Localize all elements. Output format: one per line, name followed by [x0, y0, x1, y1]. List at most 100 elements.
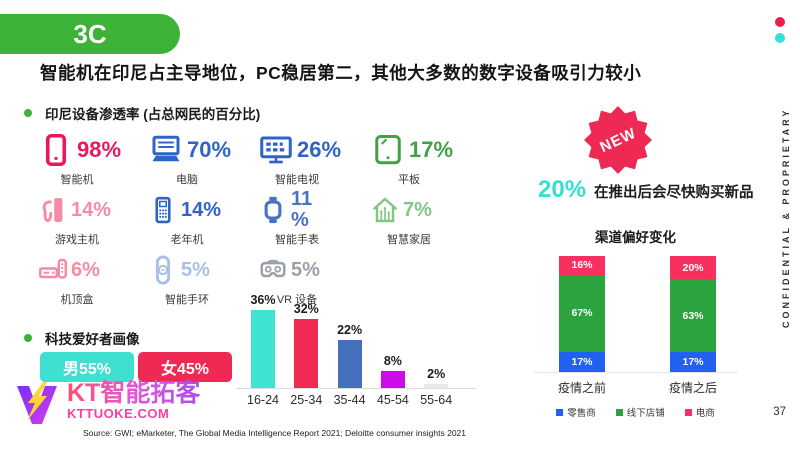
- device-value: 14%: [71, 199, 112, 221]
- age-bar: [380, 370, 405, 388]
- segment-value-label: 63%: [682, 309, 704, 322]
- smartwatch-icon: [258, 195, 288, 225]
- device-stat-row: 98%: [38, 130, 148, 170]
- device-stat-item: 5% VR 设备: [258, 250, 370, 310]
- device-stat-item: 26% 智能电视: [258, 130, 370, 190]
- device-value: 7%: [403, 199, 432, 221]
- device-stat-item: 6% 机顶盒: [38, 250, 148, 310]
- laptop-icon: [148, 132, 184, 168]
- bullet-icon: [24, 334, 32, 342]
- male-share-pill: 男55%: [40, 352, 134, 382]
- tech-profile-section-header: 科技爱好者画像: [24, 328, 140, 348]
- source-citation: Source: GWI; eMarketer, The Global Media…: [83, 428, 467, 438]
- deco-dots: [775, 17, 785, 43]
- legend-swatch-icon: [684, 408, 692, 416]
- device-value: 5%: [181, 259, 210, 281]
- device-label: VR 设备: [276, 294, 318, 306]
- channel-bar-segment: 16%: [559, 256, 605, 275]
- penetration-section-title: 印尼设备渗透率 (占总网民的百分比): [45, 107, 261, 122]
- age-bar-category-label: 35-44: [333, 393, 366, 407]
- channel-bar-segment: 67%: [559, 274, 605, 353]
- starburst-icon: [584, 106, 652, 174]
- age-bar-category-label: 25-34: [290, 393, 323, 407]
- segment-value-label: 17%: [571, 356, 593, 369]
- device-stat-item: 70% 电脑: [148, 130, 258, 190]
- device-label: 智能手环: [165, 294, 209, 306]
- device-label: 机顶盒: [60, 294, 94, 306]
- channel-bar-segment: 17%: [670, 352, 716, 372]
- deco-dot-cyan-icon: [775, 33, 785, 43]
- stat-description: 在推出后会尽快购买新品: [594, 185, 754, 201]
- channel-chart-legend: 零售商 线下店铺 电商: [528, 405, 743, 419]
- legend-label: 零售商: [567, 408, 596, 419]
- device-label: 游戏主机: [55, 234, 99, 246]
- device-value: 6%: [71, 259, 100, 281]
- device-value: 5%: [291, 259, 320, 281]
- device-stat-item: 7% 智慧家居: [370, 190, 470, 250]
- device-label: 智能机: [60, 174, 94, 186]
- legend-item: 电商: [684, 405, 715, 419]
- channel-chart-axis: [533, 372, 738, 373]
- kt-logo: KT智能拓客 KTTUOKE.COM: [13, 380, 200, 428]
- section-badge: 3C: [0, 14, 180, 54]
- segment-value-label: 67%: [571, 307, 593, 320]
- smart-band-icon: [148, 255, 178, 285]
- device-stat-row: 14%: [38, 190, 148, 230]
- age-bar-category-label: 16-24: [247, 393, 279, 407]
- page-number: 37: [773, 406, 786, 418]
- stat-value: 20%: [538, 176, 587, 203]
- slide-title: 智能机在印尼占主导地位，PC稳居第二，其他大多数的数字设备吸引力较小: [40, 63, 642, 83]
- channel-chart-title: 渠道偏好变化: [595, 230, 676, 245]
- age-bar: [424, 383, 449, 388]
- legend-swatch-icon: [615, 408, 623, 416]
- device-stat-item: 11 % 智能手表: [258, 188, 370, 250]
- confidential-label: CONFIDENTIAL & PROPRIETARY: [781, 107, 791, 328]
- new-product-badge: NEW: [584, 106, 652, 174]
- gender-split: 男55% 女45%: [40, 352, 232, 382]
- legend-item: 线下店铺: [615, 405, 665, 419]
- logo-text: KT智能拓客: [67, 379, 201, 407]
- age-bar-value-label: 32%: [293, 301, 319, 316]
- device-stat-row: 11 %: [258, 188, 370, 231]
- logo-site-url: KTTUOKE.COM: [67, 406, 170, 422]
- device-value: 98%: [77, 137, 122, 162]
- channel-category-label: 疫情之前: [557, 381, 606, 395]
- channel-bar-segment: 63%: [670, 279, 716, 353]
- device-value: 17%: [409, 137, 454, 162]
- device-stat-row: 6%: [38, 250, 148, 290]
- device-stat-row: 70%: [148, 130, 258, 170]
- channel-bar-segment: 17%: [559, 352, 605, 372]
- channel-preference-chart: 渠道偏好变化 零售商 线下店铺 电商 17% 67% 16% 疫情之前 17% 63% 20% 疫…: [528, 224, 743, 429]
- age-bar: [294, 318, 319, 388]
- new-product-stat: 20% 在推出后会尽快购买新品: [538, 176, 754, 204]
- age-chart-axis: [237, 388, 477, 389]
- age-bar-value-label: 22%: [337, 323, 363, 338]
- device-value: 11 %: [291, 188, 313, 231]
- device-label: 老年机: [170, 234, 204, 246]
- smart-tv-icon: [258, 132, 294, 168]
- device-stat-row: 26%: [258, 130, 370, 170]
- device-value: 14%: [181, 199, 222, 221]
- channel-category-label: 疫情之后: [668, 381, 717, 395]
- feature-phone-icon: [148, 195, 178, 225]
- age-bar-category-label: 55-64: [420, 393, 453, 407]
- vr-headset-icon: [258, 255, 288, 285]
- tablet-icon: [370, 132, 406, 168]
- logo-text-block: KT智能拓客 KTTUOKE.COM: [67, 379, 201, 422]
- device-label: 智能手表: [275, 234, 319, 246]
- age-bar: [337, 340, 362, 388]
- device-label: 平板: [398, 174, 420, 186]
- legend-label: 电商: [695, 408, 715, 419]
- device-stat-row: 7%: [370, 190, 470, 230]
- age-bar-value-label: 36%: [250, 293, 276, 308]
- female-share-pill: 女45%: [138, 352, 232, 382]
- logo-bolt-icon: [17, 382, 57, 424]
- smart-home-icon: [370, 195, 400, 225]
- device-value: 70%: [187, 137, 232, 162]
- bullet-icon: [24, 109, 32, 117]
- device-penetration-grid: 98% 智能机 70% 电脑 26% 智能电视 17% 平板 14% 游戏主机 14% 老年机 11 %…: [38, 130, 493, 310]
- device-stat-row: 17%: [370, 130, 470, 170]
- device-stat-item: 17% 平板: [370, 130, 470, 190]
- device-label: 电脑: [176, 174, 198, 186]
- device-stat-row: 5%: [148, 250, 258, 290]
